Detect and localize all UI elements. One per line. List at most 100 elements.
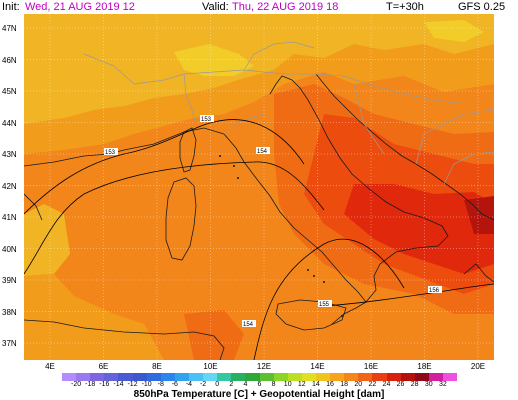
- colorbar-swatch: [231, 373, 246, 381]
- colorbar-swatch: [203, 373, 218, 381]
- lat-label: 46N: [2, 55, 17, 65]
- colorbar-swatch: [118, 373, 133, 381]
- field-t20-south: [184, 310, 244, 360]
- colorbar-tick: -20: [71, 381, 82, 388]
- colorbar-swatch: [358, 373, 373, 381]
- lon-label: 4E: [45, 362, 55, 371]
- lon-label: 6E: [98, 362, 109, 371]
- lon-label: 18E: [417, 362, 432, 371]
- colorbar-swatch: [188, 373, 204, 381]
- colorbar-tick: 8: [271, 381, 276, 388]
- colorbar-swatch: [414, 373, 429, 381]
- colorbar-tick: -18: [85, 381, 96, 388]
- valid-time: Thu, 22 AUG 2019 18: [232, 1, 339, 13]
- colorbar-swatch: [104, 373, 119, 381]
- colorbar-tick: -14: [113, 381, 124, 388]
- colorbar-swatch: [217, 373, 232, 381]
- colorbar-tick: -16: [99, 381, 110, 388]
- colorbar-swatch: [301, 373, 316, 381]
- model-name: GFS 0.25: [458, 1, 506, 13]
- lat-label: 38N: [2, 307, 17, 317]
- temperature-colorbar: [62, 373, 458, 381]
- lat-label: 39N: [2, 276, 17, 285]
- colorbar-swatch: [400, 373, 415, 381]
- colorbar-tick: 10: [283, 381, 292, 388]
- colorbar-tick: -4: [185, 381, 193, 388]
- colorbar-swatch: [386, 373, 401, 381]
- lon-label: 14E: [310, 362, 325, 371]
- lat-label: 45N: [2, 87, 17, 96]
- colorbar-swatch: [174, 373, 189, 381]
- colorbar-tick: -8: [157, 381, 164, 388]
- contour-label-a: 153: [201, 117, 212, 123]
- colorbar-swatch: [287, 373, 302, 381]
- lat-label: 43N: [2, 150, 17, 159]
- colorbar-tick: 30: [424, 381, 433, 388]
- field-t12-ne: [424, 20, 484, 42]
- lat-label: 42N: [2, 181, 17, 191]
- lat-label: 41N: [2, 213, 17, 222]
- colorbar-tick-labels: -20 -18 -16 -14 -12 -10 -8 -6 -4 -2 0 2 4 6 8 10 12 14 16 1…: [62, 381, 457, 390]
- init-time: Wed, 21 AUG 2019 12: [25, 1, 135, 13]
- colorbar-tick: -10: [141, 381, 152, 388]
- colorbar-tick: 20: [354, 381, 363, 388]
- lat-label: 47N: [2, 24, 17, 33]
- field-t24-core: [344, 184, 494, 274]
- map-canvas: 153 153 154 155 156 154: [24, 14, 494, 360]
- colorbar-swatch: [160, 373, 175, 381]
- colorbar-swatch: [132, 373, 147, 381]
- contour-label-e: 156: [429, 288, 440, 294]
- colorbar-swatch: [76, 373, 91, 381]
- colorbar-tick: 14: [312, 381, 320, 388]
- colorbar-swatch: [90, 373, 105, 381]
- contour-labels: 153 153 154 155 156 154: [104, 115, 442, 328]
- colorbar-swatch: [259, 373, 274, 381]
- coastlines: [24, 73, 494, 360]
- temperature-map: 153 153 154 155 156 154: [24, 14, 494, 360]
- lat-label: 40N: [2, 244, 17, 254]
- lon-label: 12E: [256, 362, 272, 371]
- colorbar-tick: -2: [199, 381, 207, 388]
- colorbar-swatch: [372, 373, 387, 381]
- colorbar-tick: 18: [340, 381, 349, 388]
- colorbar-swatch: [344, 373, 359, 381]
- init-label: Init:: [2, 1, 20, 13]
- field-t16-west: [24, 274, 164, 360]
- contour-label-f: 154: [243, 322, 254, 328]
- contour-label-d: 155: [319, 302, 330, 308]
- colorbar-tick: 22: [368, 381, 377, 388]
- colorbar-swatch: [245, 373, 260, 381]
- colorbar-swatch: [315, 373, 331, 381]
- lon-label: 8E: [152, 362, 162, 371]
- field-t26-core: [464, 196, 494, 234]
- lon-label: 20E: [470, 362, 486, 371]
- colorbar-swatch: [330, 373, 345, 381]
- colorbar-tick: -6: [171, 381, 178, 388]
- field-t14-west: [24, 204, 70, 276]
- legend-title: 850hPa Temperature [C] + Geopotential He…: [133, 389, 385, 400]
- contour-label-c: 154: [257, 149, 268, 155]
- lon-label: 16E: [363, 362, 379, 371]
- map-header: Init: Wed, 21 AUG 2019 12 Valid: Thu, 22…: [0, 0, 518, 14]
- colorbar-tick: 28: [410, 381, 419, 388]
- lat-label: 44N: [2, 118, 17, 128]
- field-t12-alps: [174, 44, 254, 76]
- colorbar-tick: 16: [326, 381, 334, 388]
- valid-label: Valid:: [202, 1, 229, 13]
- colorbar-tick: 6: [257, 381, 262, 388]
- lon-label: 10E: [203, 362, 218, 371]
- colorbar-tick: 26: [396, 381, 405, 388]
- colorbar-tick: 24: [382, 381, 391, 388]
- colorbar-tick: 32: [438, 381, 447, 388]
- field-t14-alps: [24, 14, 494, 124]
- colorbar-tick: 12: [297, 381, 306, 388]
- country-borders: [83, 41, 494, 185]
- colorbar-swatch: [442, 373, 458, 381]
- colorbar-swatch: [428, 373, 443, 381]
- lat-label: 37N: [2, 339, 17, 348]
- contour-label-b: 153: [105, 150, 116, 156]
- colorbar-tick: 0: [215, 381, 220, 388]
- lead-time: T=+30h: [386, 1, 424, 13]
- colorbar-tick: 2: [229, 381, 234, 388]
- geopotential-contours: [24, 119, 494, 360]
